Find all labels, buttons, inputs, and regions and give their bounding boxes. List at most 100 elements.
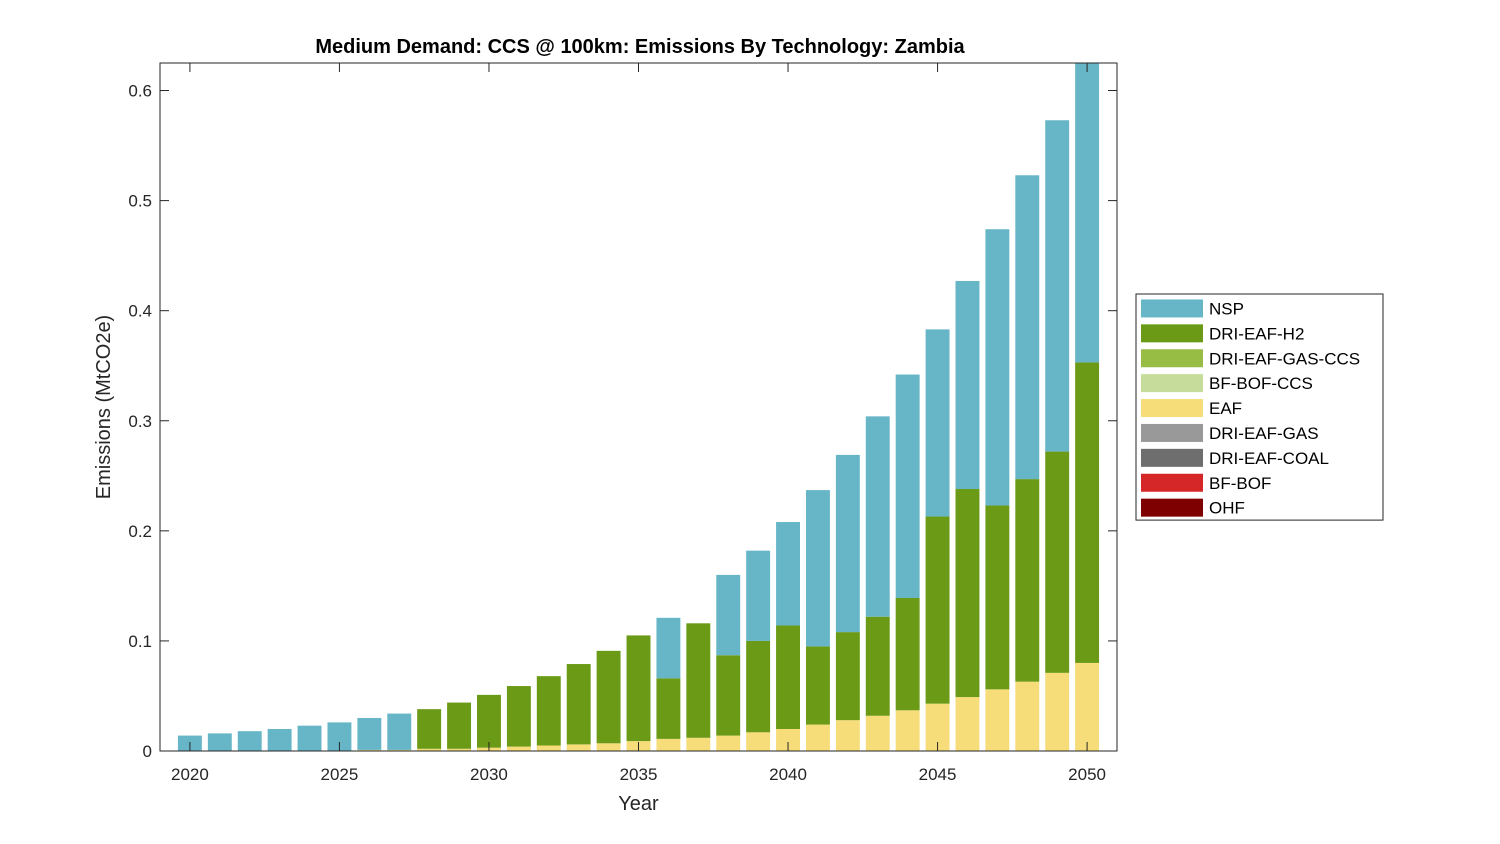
- bar-segment-eaf-2027: [387, 749, 412, 751]
- x-tick-label: 2020: [171, 765, 209, 784]
- y-tick-label: 0.2: [128, 522, 152, 541]
- legend-swatch-bf-bof-ccs: [1141, 374, 1203, 393]
- bar-segment-nsp-2021: [207, 733, 232, 751]
- chart-title: Medium Demand: CCS @ 100km: Emissions By…: [315, 36, 965, 58]
- bar-segment-dri-eaf-h2-2042: [835, 632, 860, 721]
- y-tick-label: 0.3: [128, 412, 152, 431]
- y-tick-label: 0.4: [128, 302, 152, 321]
- y-tick-label: 0.1: [128, 632, 152, 651]
- bar-segment-eaf-2045: [925, 703, 950, 751]
- y-tick-label: 0: [143, 742, 152, 761]
- x-axis-label: Year: [618, 793, 659, 815]
- bar-segment-eaf-2034: [596, 743, 621, 751]
- bar-segment-dri-eaf-h2-2031: [506, 686, 531, 747]
- bar-segment-dri-eaf-h2-2050: [1075, 362, 1100, 663]
- bar-segment-eaf-2047: [985, 689, 1010, 751]
- bar-segment-eaf-2032: [536, 745, 561, 751]
- bar-segment-eaf-2049: [1045, 672, 1070, 751]
- bar-segment-nsp-2023: [267, 728, 292, 751]
- bar-segment-nsp-2044: [895, 374, 920, 598]
- bar-segment-dri-eaf-h2-2034: [596, 650, 621, 744]
- bar-segment-dri-eaf-h2-2039: [746, 640, 771, 733]
- bar-segment-nsp-2049: [1045, 120, 1070, 452]
- bar-segment-eaf-2039: [746, 732, 771, 751]
- y-axis-label: Emissions (MtCO2e): [93, 315, 115, 499]
- legend-swatch-bf-bof: [1141, 473, 1203, 492]
- x-tick-label: 2030: [470, 765, 508, 784]
- bar-segment-dri-eaf-h2-2040: [776, 625, 800, 729]
- bar-segment-nsp-2047: [985, 229, 1010, 506]
- bar-segment-nsp-2046: [955, 280, 980, 490]
- bar-segment-dri-eaf-h2-2043: [865, 616, 890, 716]
- bar-segment-nsp-2027: [387, 713, 412, 750]
- bar-segment-nsp-2043: [865, 416, 890, 617]
- bar-segment-nsp-2025: [327, 722, 352, 751]
- legend-swatch-dri-eaf-coal: [1141, 448, 1203, 467]
- bar-segment-eaf-2048: [1015, 681, 1040, 751]
- legend-swatch-dri-eaf-h2: [1141, 324, 1203, 343]
- bar-segment-nsp-2022: [237, 731, 262, 751]
- x-tick-label: 2035: [620, 765, 658, 784]
- bar-segment-dri-eaf-h2-2035: [626, 635, 651, 742]
- y-tick-label: 0.5: [128, 192, 152, 211]
- bar-segment-eaf-2050: [1075, 662, 1100, 751]
- y-axis-ticks: 0 0.1 0.2 0.3 0.4 0.5 0.6: [128, 82, 1117, 761]
- bar-segment-eaf-2040: [776, 728, 800, 751]
- x-tick-label: 2025: [321, 765, 359, 784]
- x-tick-label: 2040: [769, 765, 807, 784]
- bar-segment-dri-eaf-h2-2045: [925, 516, 950, 704]
- legend-swatch-eaf: [1141, 399, 1203, 418]
- y-tick-label: 0.6: [128, 82, 152, 101]
- bar-segment-nsp-2036: [656, 617, 681, 679]
- bar-segment-nsp-2026: [357, 717, 382, 750]
- bar-segment-nsp-2048: [1015, 175, 1040, 480]
- bar-segment-dri-eaf-h2-2037: [686, 623, 711, 738]
- bar-segment-eaf-2026: [357, 749, 382, 751]
- legend-swatch-nsp: [1141, 299, 1203, 318]
- bar-segment-dri-eaf-h2-2030: [477, 694, 501, 748]
- bar-segment-dri-eaf-h2-2049: [1045, 451, 1070, 673]
- bar-segment-dri-eaf-h2-2033: [566, 664, 591, 745]
- bar-segment-nsp-2045: [925, 329, 950, 517]
- bar-segment-dri-eaf-h2-2029: [447, 702, 472, 749]
- legend-label-ohf: OHF: [1209, 499, 1245, 518]
- legend-label-dri-eaf-h2: DRI-EAF-H2: [1209, 324, 1304, 343]
- bar-segment-eaf-2046: [955, 697, 980, 751]
- legend-swatch-dri-eaf-gas-ccs: [1141, 349, 1203, 368]
- bar-segment-dri-eaf-h2-2041: [805, 646, 830, 725]
- x-tick-label: 2045: [919, 765, 957, 784]
- bar-segment-dri-eaf-h2-2044: [895, 597, 920, 711]
- legend-swatch-ohf: [1141, 498, 1203, 517]
- bar-segment-dri-eaf-h2-2047: [985, 505, 1010, 690]
- bar-segment-eaf-2042: [835, 720, 860, 751]
- legend-label-eaf: EAF: [1209, 399, 1242, 418]
- bar-segment-eaf-2028: [417, 748, 442, 751]
- bar-segment-nsp-2042: [835, 454, 860, 633]
- bar-segment-nsp-2041: [805, 490, 830, 647]
- bar-segment-nsp-2038: [716, 574, 741, 656]
- legend-swatch-dri-eaf-gas: [1141, 423, 1203, 442]
- legend-label-bf-bof: BF-BOF: [1209, 474, 1271, 493]
- bar-segment-eaf-2043: [865, 715, 890, 751]
- legend-label-nsp: NSP: [1209, 299, 1244, 318]
- bar-segment-eaf-2036: [656, 738, 681, 751]
- bar-segment-dri-eaf-h2-2046: [955, 489, 980, 698]
- bar-segment-dri-eaf-h2-2032: [536, 676, 561, 746]
- x-tick-label: 2050: [1068, 765, 1106, 784]
- bar-segment-eaf-2029: [447, 748, 472, 751]
- bar-segment-dri-eaf-h2-2036: [656, 678, 681, 739]
- legend-label-dri-eaf-gas-ccs: DRI-EAF-GAS-CCS: [1209, 349, 1360, 368]
- bar-segment-eaf-2033: [566, 744, 591, 751]
- bar-stack-group: [177, 63, 1100, 751]
- x-axis-ticks: 2020 2025 2030 2035 2040 2045 2050: [171, 63, 1106, 784]
- bar-segment-nsp-2039: [746, 550, 771, 641]
- bar-segment-nsp-2040: [776, 522, 800, 626]
- bar-segment-eaf-2041: [805, 724, 830, 751]
- bar-segment-eaf-2038: [716, 735, 741, 751]
- bar-segment-eaf-2044: [895, 710, 920, 751]
- bar-segment-nsp-2024: [297, 725, 322, 751]
- legend-label-dri-eaf-gas: DRI-EAF-GAS: [1209, 424, 1319, 443]
- bar-segment-eaf-2031: [506, 746, 531, 751]
- bar-segment-eaf-2037: [686, 737, 711, 751]
